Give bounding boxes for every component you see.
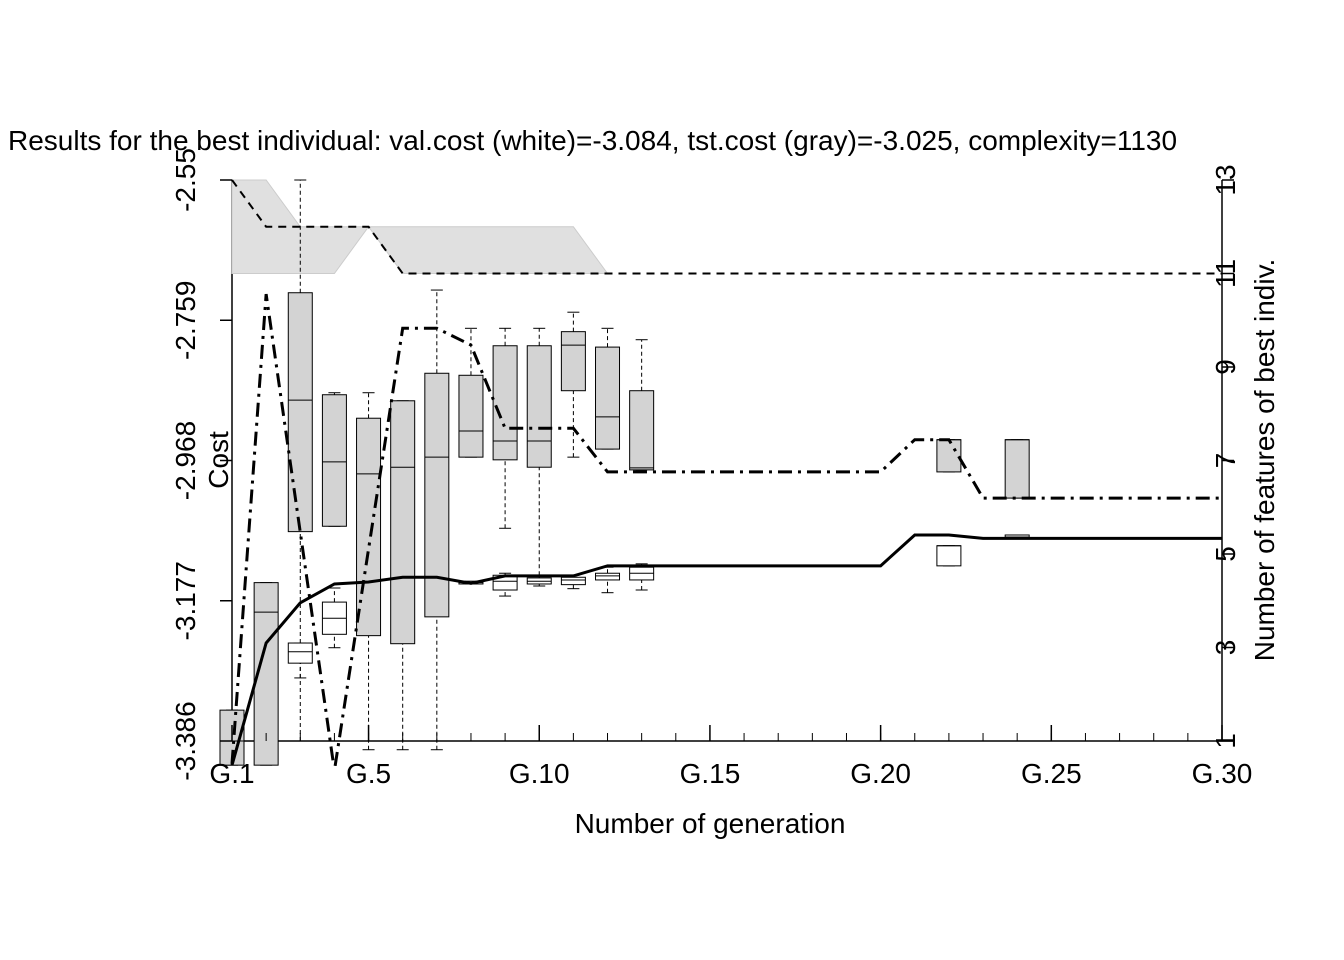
y-tick-label: -2.759 xyxy=(170,281,201,360)
y-tick-label: -2.968 xyxy=(170,421,201,500)
box xyxy=(595,572,621,581)
box xyxy=(629,390,655,471)
box xyxy=(458,374,484,458)
y-tick-label: -2.55 xyxy=(170,148,201,212)
series-line xyxy=(231,179,1222,275)
box xyxy=(560,576,586,586)
x-tick-label: G.15 xyxy=(680,758,741,789)
x-tick-label: G.25 xyxy=(1021,758,1082,789)
x-tick-label: G.5 xyxy=(346,758,391,789)
y-tick-label: -3.177 xyxy=(170,561,201,640)
series-line xyxy=(230,533,1222,766)
box xyxy=(595,346,621,450)
x-tick-label: G.1 xyxy=(209,758,254,789)
y2-tick-label: 13 xyxy=(1210,164,1241,195)
y2-tick-label: 11 xyxy=(1210,259,1241,288)
y2-tick-label: 9 xyxy=(1210,359,1241,375)
box xyxy=(1004,439,1030,499)
box xyxy=(492,345,518,461)
x-tick-label: G.30 xyxy=(1192,758,1253,789)
box xyxy=(321,394,347,527)
box xyxy=(390,400,416,645)
feature-band xyxy=(231,179,609,274)
x-tick-label: G.20 xyxy=(850,758,911,789)
box xyxy=(526,345,552,468)
box xyxy=(936,439,962,473)
box xyxy=(424,372,450,618)
y2-axis-label: Number of features of best indiv. xyxy=(1249,259,1280,662)
x-axis-label: Number of generation xyxy=(575,808,846,839)
chart-title: Results for the best individual: val.cos… xyxy=(8,125,1177,156)
y2-tick-label: 5 xyxy=(1210,546,1241,562)
box xyxy=(287,292,313,533)
box xyxy=(560,331,586,392)
y-tick-label: -3.386 xyxy=(170,701,201,780)
y2-tick-label: 3 xyxy=(1210,640,1241,656)
y2-tick-label: 1 xyxy=(1210,733,1241,749)
series-line xyxy=(230,293,1222,766)
x-tick-label: G.10 xyxy=(509,758,570,789)
box xyxy=(936,545,962,567)
box xyxy=(356,417,382,637)
box xyxy=(287,642,313,664)
y2-tick-label: 7 xyxy=(1210,453,1241,469)
plot-area xyxy=(219,179,1222,766)
